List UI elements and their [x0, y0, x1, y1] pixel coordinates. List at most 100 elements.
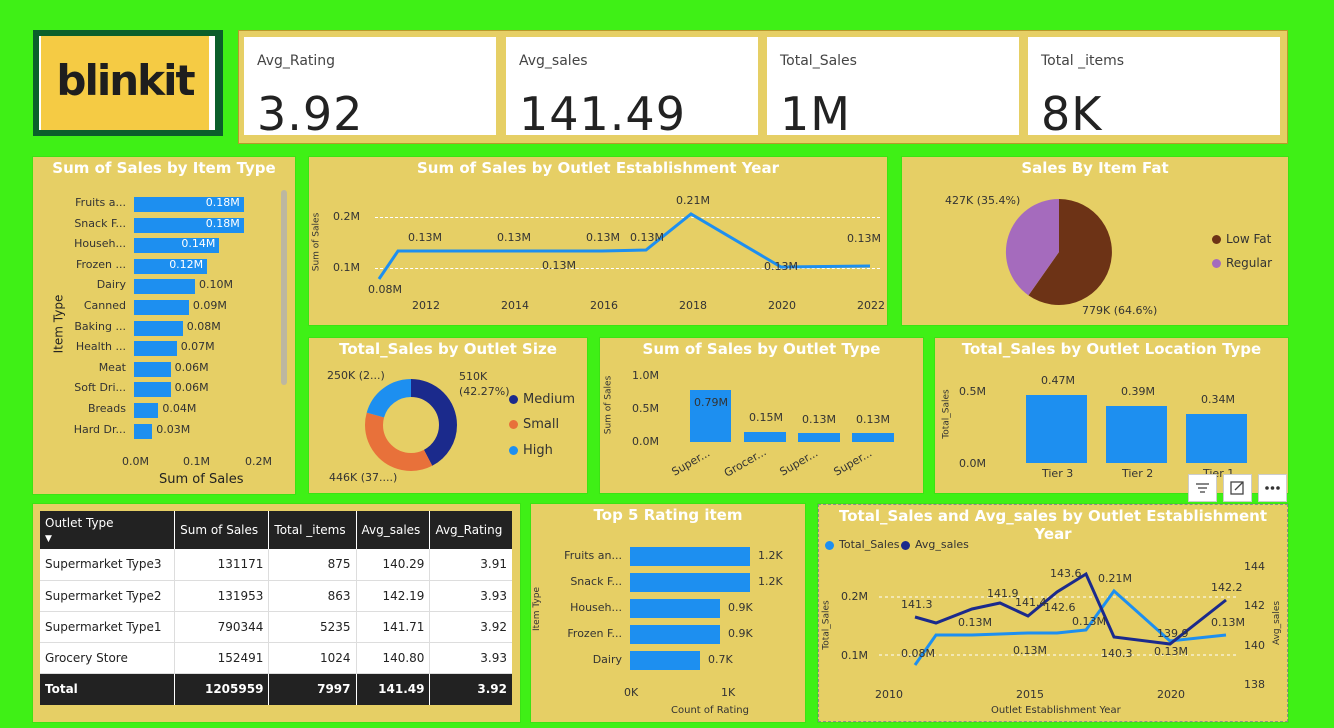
data-label: 0.04M [162, 402, 197, 415]
bar [630, 599, 720, 618]
legend-dot [825, 540, 834, 550]
data-label: 0.39M [1121, 385, 1155, 398]
chart-title: Sum of Sales by Outlet Establishment Yea… [417, 159, 779, 177]
y-axis-label: Total_Sales [941, 389, 952, 439]
y-tick: Health ... [75, 340, 126, 354]
avg-label: 139.9 [1157, 627, 1189, 640]
item-fat-chart[interactable]: Sales By Item Fat 427K (35.4%) 779K (64.… [902, 157, 1288, 325]
table-header[interactable]: Total _items [268, 511, 357, 549]
bar [134, 341, 177, 357]
est-year-line [377, 212, 871, 280]
scrollbar[interactable] [281, 190, 287, 385]
y-tick: 0.1M [333, 261, 360, 274]
bar [630, 547, 750, 566]
sort-desc-icon: ▼ [45, 534, 52, 544]
bar [744, 432, 786, 442]
y-tick: 1.0M [632, 369, 659, 382]
legend-label: Total_Sales [839, 538, 900, 551]
visual-toolbar [1188, 473, 1288, 503]
avg-label: 141.9 [987, 587, 1019, 600]
outlet-type-table-panel: Outlet Type ▼ Sum of Sales Total _items A… [33, 504, 520, 722]
data-label: 0.9K [728, 627, 753, 640]
table-cell: 7997 [268, 673, 357, 705]
table-row[interactable]: Grocery Store 152491 1024 140.80 3.93 [40, 642, 512, 673]
table-row[interactable]: Supermarket Type1 790344 5235 141.71 3.92 [40, 611, 512, 642]
kpi-value: 1M [780, 87, 851, 141]
outlet-type-chart[interactable]: Sum of Sales by Outlet Type Sum of Sales… [600, 338, 923, 493]
legend-item-low-fat: Low Fat [1212, 232, 1271, 246]
legend-dot [509, 395, 518, 404]
x-tick: 2016 [590, 299, 618, 312]
x-tick: 2015 [1016, 688, 1044, 701]
table-header[interactable]: Avg_sales [356, 511, 431, 549]
table-cell: 3.92 [480, 619, 507, 634]
y-tick: 0.0M [632, 435, 659, 448]
data-label: 1.2K [758, 549, 783, 562]
x-tick: 2012 [412, 299, 440, 312]
data-label: 0.07M [180, 340, 215, 354]
slice-label-medium: 510K (42.27%) [459, 370, 510, 398]
y-tick: Snack F... [570, 575, 622, 588]
y-tick: Breads [87, 402, 126, 415]
x-tick: 0.1M [183, 455, 210, 468]
avg-label: 141.4 [1015, 596, 1047, 609]
data-label: 0.13M [802, 413, 836, 426]
table-cell: Supermarket Type2 [40, 580, 176, 611]
est-year-chart[interactable]: Sum of Sales by Outlet Establishment Yea… [309, 157, 887, 325]
item-type-chart[interactable]: Sum of Sales by Item Type Item Type Frui… [33, 157, 295, 494]
data-label: 0.79M [694, 396, 728, 409]
y-tick: Frozen F... [567, 627, 622, 640]
bar [798, 433, 840, 442]
bar [852, 433, 894, 442]
table-header[interactable]: Sum of Sales [174, 511, 270, 549]
data-label: 0.47M [1041, 374, 1075, 387]
kpi-value: 141.49 [519, 87, 686, 141]
gridline [375, 268, 880, 269]
top5-rating-chart[interactable]: Top 5 Rating item Item Type Fruits an...… [531, 504, 805, 722]
y2-tick: 138 [1244, 678, 1265, 691]
y-tick: 0.5M [959, 385, 986, 398]
data-label: 0.13M [630, 231, 664, 244]
data-label: 0.09M [192, 299, 227, 312]
data-label: 0.13M [764, 260, 798, 273]
table-cell: Supermarket Type3 [40, 549, 176, 580]
legend-item-avg-sales: Avg_sales [901, 538, 969, 551]
combo-chart[interactable]: Total_Sales and Avg_sales by Outlet Esta… [818, 504, 1288, 722]
outlet-size-donut [365, 379, 457, 471]
table-header[interactable]: Avg_Rating [435, 523, 503, 537]
bar [134, 320, 183, 336]
data-label: 0.34M [1201, 393, 1235, 406]
bar [134, 217, 244, 233]
legend-item-high: High [509, 443, 553, 458]
table-header[interactable]: Outlet Type ▼ [40, 511, 176, 549]
table-row[interactable]: Supermarket Type2 131953 863 142.19 3.93 [40, 580, 512, 611]
y-tick: 0.0M [959, 457, 986, 470]
data-label: 0.06M [174, 360, 209, 374]
table-cell: 1024 [268, 642, 357, 673]
table-cell: 131171 [174, 549, 270, 580]
x-tick: 1K [721, 686, 736, 699]
sales-label: 0.08M [901, 647, 935, 660]
sales-label: 0.13M [1154, 645, 1188, 658]
data-label: 0.13M [847, 232, 881, 245]
table-total-row: Total 1205959 7997 141.49 3.92 [40, 673, 512, 705]
y1-tick: 0.1M [841, 649, 868, 662]
bar [134, 423, 153, 439]
slice-label-high: 250K (2...) [327, 369, 385, 382]
location-chart[interactable]: Total_Sales by Outlet Location Type Tota… [935, 338, 1288, 493]
x-tick: 2018 [679, 299, 707, 312]
x-tick: Tier 2 [1122, 467, 1154, 480]
filter-icon[interactable] [1188, 474, 1217, 502]
y-axis-label: Item Type [51, 294, 66, 354]
outlet-size-chart[interactable]: Total_Sales by Outlet Size 250K (2...) 5… [309, 338, 587, 493]
more-options-icon[interactable] [1258, 474, 1287, 502]
bar [134, 300, 189, 315]
legend-dot [509, 446, 518, 455]
table-cell: 140.29 [356, 549, 431, 580]
data-label: 0.08M [186, 319, 221, 333]
table-cell: 3.91 [480, 557, 507, 572]
focus-mode-icon[interactable] [1223, 474, 1252, 502]
y-tick: Dairy [96, 278, 126, 292]
table-cell: 863 [268, 580, 357, 611]
table-row[interactable]: Supermarket Type3 131171 875 140.29 3.91 [40, 549, 512, 580]
